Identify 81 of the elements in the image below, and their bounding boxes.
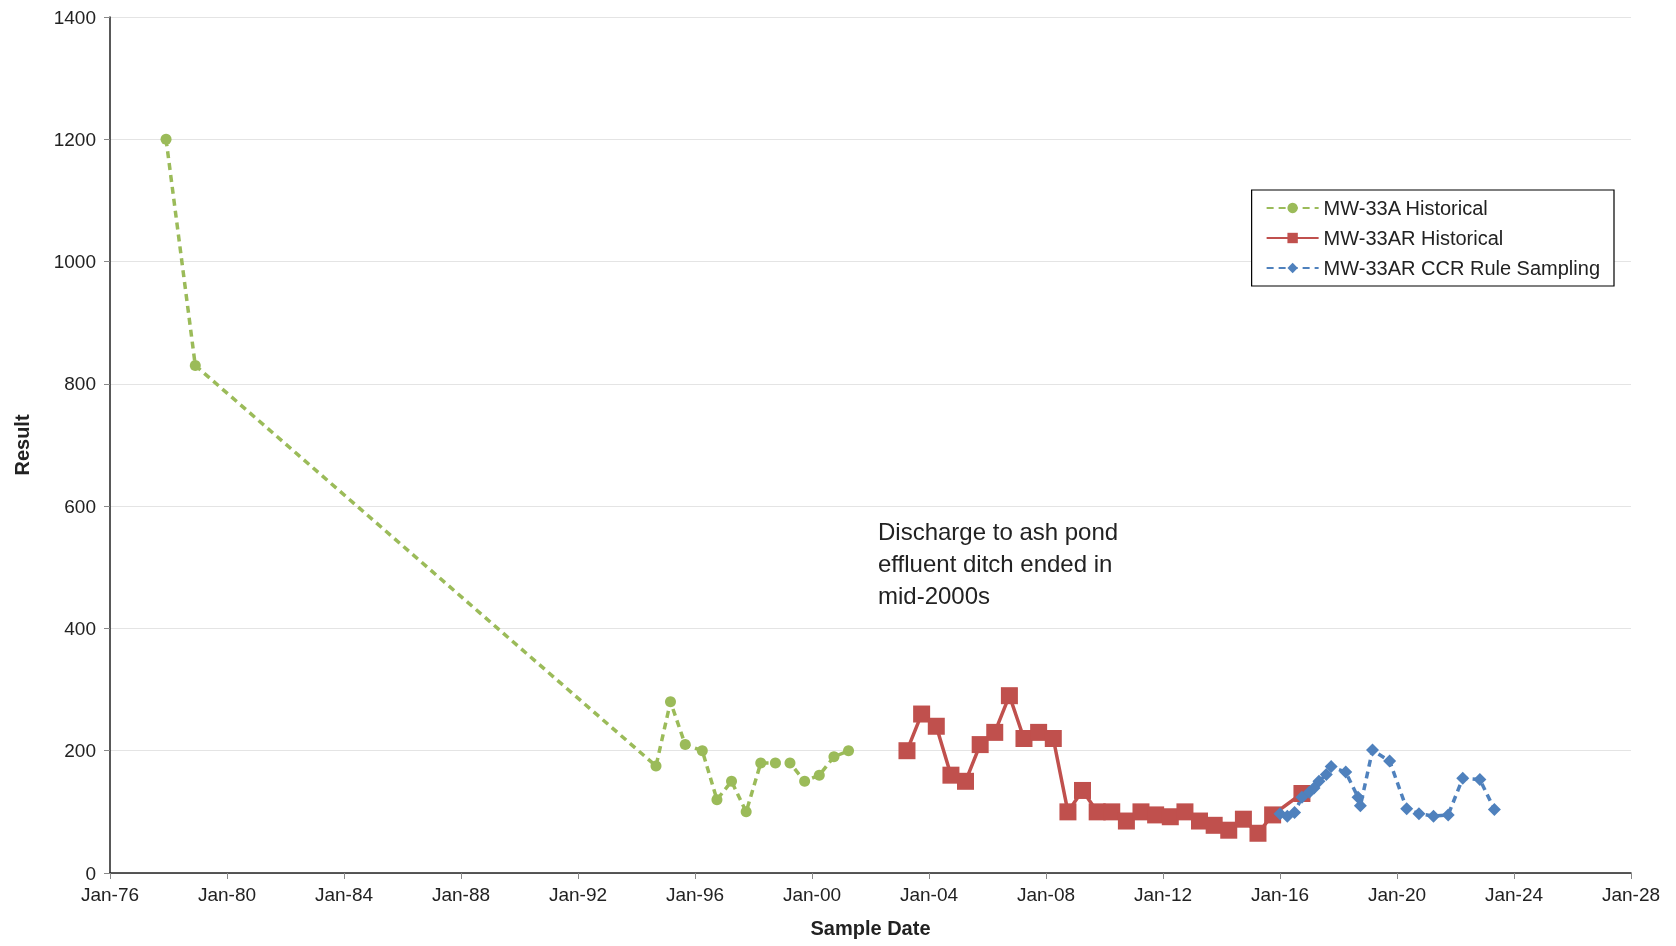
point: [1412, 807, 1426, 821]
point: [1487, 802, 1501, 816]
point: [1059, 803, 1077, 821]
point: [696, 745, 708, 757]
x-tick-label: Jan-20: [1367, 884, 1427, 905]
x-tick-label: Jan-84: [314, 884, 374, 905]
x-axis-title: Sample Date: [810, 917, 931, 939]
point: [1339, 765, 1353, 779]
point: [650, 760, 662, 772]
y-tick-label: 1000: [53, 251, 96, 273]
point: [971, 736, 989, 754]
point: [799, 775, 811, 787]
point: [1117, 812, 1135, 830]
point: [740, 806, 752, 818]
y-tick-label: 600: [64, 495, 96, 517]
x-tick-label: Jan-96: [665, 884, 725, 905]
point: [1319, 768, 1333, 782]
x-tick-label: Jan-92: [548, 884, 608, 905]
point: [1249, 824, 1267, 842]
point: [1234, 810, 1252, 828]
y-tick-label: 800: [64, 373, 96, 395]
point: [1044, 729, 1062, 747]
point: [942, 766, 960, 784]
point: [957, 772, 975, 790]
point: [679, 739, 691, 751]
point: [1220, 821, 1238, 839]
point: [189, 360, 201, 372]
point: [1288, 805, 1302, 819]
annotation: Discharge to ash pond effluent ditch ended in mid-2000s: [878, 517, 1125, 609]
x-tick-label: Jan-76: [80, 884, 140, 905]
x-tick-label: Jan-04: [899, 884, 959, 905]
point: [1365, 743, 1379, 757]
point: [1030, 723, 1048, 741]
x-tick-label: Jan-80: [197, 884, 257, 905]
point: [1015, 729, 1033, 747]
point: [1000, 687, 1018, 705]
point: [769, 757, 781, 769]
x-tick-label: Jan-16: [1250, 884, 1310, 905]
x-tick-label: Jan-88: [431, 884, 491, 905]
point: [1427, 809, 1441, 823]
point: [755, 757, 767, 769]
x-tick-label: Jan-24: [1484, 884, 1544, 905]
x-tick-label: Jan-12: [1133, 884, 1193, 905]
point: [1383, 754, 1397, 768]
legend-label: MW-33A Historical: [1323, 197, 1488, 219]
point: [1307, 781, 1321, 795]
point: [711, 794, 723, 806]
point: [1324, 760, 1338, 774]
y-tick-label: 1400: [53, 6, 96, 28]
point: [986, 723, 1004, 741]
point: [1191, 812, 1209, 830]
point: [1074, 781, 1092, 799]
point: [1312, 774, 1326, 788]
point: [1473, 772, 1487, 786]
point: [927, 717, 945, 735]
point: [1400, 802, 1414, 816]
point: [1103, 803, 1121, 821]
point: [913, 705, 931, 723]
point: [665, 696, 676, 708]
point: [784, 757, 796, 769]
point: [1176, 803, 1194, 821]
y-tick-label: 400: [64, 617, 96, 639]
y-tick-label: 1200: [53, 128, 96, 150]
point: [1441, 808, 1455, 822]
point: [1132, 803, 1150, 821]
x-tick-label: Jan-08: [1016, 884, 1076, 905]
x-tick-label: Jan-00: [782, 884, 842, 905]
point: [813, 769, 825, 781]
point: [1295, 790, 1309, 804]
point: [898, 742, 916, 760]
point: [726, 775, 738, 787]
x-tick-label: Jan-28: [1601, 884, 1661, 905]
point: [828, 751, 840, 763]
y-tick-label: 0: [85, 862, 96, 884]
legend-label: MW-33AR CCR Rule Sampling: [1323, 257, 1601, 279]
point: [843, 745, 855, 757]
y-tick-label: 200: [64, 740, 96, 762]
y-axis-title: Result: [11, 414, 33, 476]
legend-label: MW-33AR Historical: [1323, 227, 1504, 249]
point: [160, 133, 172, 145]
point: [1456, 771, 1470, 785]
